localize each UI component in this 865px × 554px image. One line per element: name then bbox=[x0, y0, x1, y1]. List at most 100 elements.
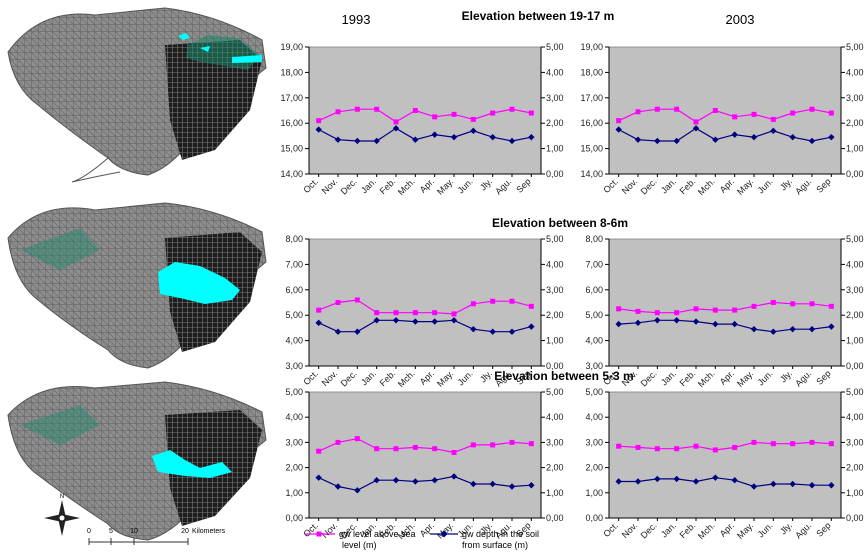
depth-point bbox=[470, 127, 477, 135]
y-tick-label-right: 3,00 bbox=[846, 285, 864, 295]
depth-point bbox=[470, 480, 477, 488]
x-tick-label: Feb. bbox=[678, 368, 698, 388]
depth-point bbox=[528, 133, 535, 141]
x-tick-label: Feb. bbox=[378, 368, 398, 388]
level-point bbox=[335, 439, 341, 445]
level-point bbox=[809, 106, 815, 112]
x-tick-label: Apr. bbox=[418, 176, 436, 194]
level-point bbox=[616, 118, 622, 124]
y-tick-label-left: 17,00 bbox=[280, 93, 303, 103]
level-point bbox=[451, 311, 457, 317]
depth-point bbox=[828, 482, 835, 489]
y-tick-label-right: 4,00 bbox=[846, 67, 864, 77]
level-point bbox=[316, 307, 322, 313]
x-tick-label: Apr. bbox=[718, 520, 736, 538]
y-tick-label-left: 1,00 bbox=[285, 488, 303, 498]
depth-series-line bbox=[618, 319, 832, 333]
depth-point bbox=[334, 328, 342, 335]
y-tick-label-left: 18,00 bbox=[280, 67, 303, 77]
x-tick-label: Dec. bbox=[339, 176, 359, 196]
depth-series-line bbox=[318, 127, 532, 142]
level-point bbox=[828, 110, 834, 116]
level-point bbox=[790, 441, 796, 447]
depth-point bbox=[334, 136, 342, 143]
x-tick-label: Jan. bbox=[659, 176, 678, 195]
level-point bbox=[412, 444, 418, 450]
level-point bbox=[732, 114, 738, 120]
year-1993-heading: 1993 bbox=[342, 12, 371, 27]
level-point bbox=[432, 446, 438, 452]
level-point bbox=[732, 307, 738, 313]
depth-point bbox=[673, 137, 680, 145]
level-point bbox=[335, 109, 341, 115]
depth-point bbox=[392, 125, 400, 132]
y-tick-label-right: 0,00 bbox=[546, 361, 564, 371]
x-tick-label: Mch. bbox=[396, 176, 417, 197]
level-point bbox=[693, 443, 699, 449]
depth-point bbox=[315, 474, 322, 481]
level-point bbox=[528, 441, 534, 447]
chart-panel-5: 0,00 1,00 2,00 3,00 4,00 5,00 0,00 1,00 2,00 3,00… bbox=[285, 387, 563, 541]
depth-point bbox=[528, 323, 535, 330]
y-tick-label-left: 3,00 bbox=[585, 437, 603, 447]
y-tick-label-left: 4,00 bbox=[285, 412, 303, 422]
x-tick-label: Feb. bbox=[678, 176, 698, 196]
depth-point bbox=[634, 478, 642, 485]
y-tick-label-right: 5,00 bbox=[546, 42, 564, 52]
level-point bbox=[509, 298, 515, 304]
level-point bbox=[412, 108, 418, 113]
level-point bbox=[635, 308, 641, 314]
depth-point bbox=[431, 318, 438, 325]
level-point bbox=[490, 298, 496, 304]
y-tick-label-left: 7,00 bbox=[285, 259, 303, 269]
x-tick-label: Oct. bbox=[301, 176, 320, 195]
depth-point bbox=[808, 325, 816, 333]
depth-point bbox=[615, 126, 622, 133]
legend: gw level above sea level (m) gw depth in… bbox=[305, 529, 539, 550]
depth-point bbox=[489, 133, 496, 141]
y-tick-label-right: 2,00 bbox=[546, 118, 564, 128]
y-tick-label-left: 3,00 bbox=[285, 437, 303, 447]
x-tick-label: Oct. bbox=[601, 176, 620, 195]
level-point bbox=[354, 106, 360, 112]
x-tick-label: Oct. bbox=[601, 520, 620, 539]
x-tick-label: Nov. bbox=[320, 176, 340, 196]
x-tick-label: Sep bbox=[814, 520, 832, 538]
north-arrow-icon: N bbox=[44, 494, 80, 536]
x-tick-label: Jly. bbox=[778, 176, 794, 192]
depth-point bbox=[692, 125, 700, 132]
y-tick-label-right: 5,00 bbox=[546, 234, 564, 244]
x-tick-label: Jun. bbox=[456, 368, 475, 387]
y-tick-label-left: 16,00 bbox=[280, 118, 303, 128]
y-tick-label-left: 17,00 bbox=[580, 93, 603, 103]
depth-point bbox=[450, 133, 458, 141]
y-tick-label-right: 4,00 bbox=[546, 412, 564, 422]
depth-point bbox=[354, 137, 361, 145]
level-point bbox=[616, 443, 622, 449]
level-point bbox=[393, 446, 399, 452]
y-tick-label-right: 4,00 bbox=[846, 412, 864, 422]
y-tick-label-left: 3,00 bbox=[585, 361, 603, 371]
x-tick-label: Agu. bbox=[493, 176, 513, 196]
level-point bbox=[654, 106, 660, 112]
depth-point bbox=[712, 136, 719, 143]
y-tick-label-right: 4,00 bbox=[546, 259, 564, 269]
legend-level-marker bbox=[316, 531, 322, 537]
y-tick-label-left: 5,00 bbox=[585, 387, 603, 397]
depth-point bbox=[334, 483, 342, 490]
y-tick-label-right: 1,00 bbox=[546, 144, 564, 154]
level-point bbox=[674, 446, 680, 452]
legend-level-label-1: gw level above sea bbox=[339, 529, 416, 539]
x-tick-label: Agu. bbox=[793, 520, 813, 540]
level-point bbox=[374, 446, 380, 452]
level-point bbox=[393, 310, 399, 316]
level-point bbox=[790, 301, 796, 307]
map-19-17 bbox=[7, 7, 267, 183]
depth-series-line bbox=[318, 475, 532, 491]
x-tick-label: Oct. bbox=[301, 368, 320, 387]
depth-point bbox=[508, 328, 516, 335]
x-tick-label: Jly. bbox=[478, 176, 494, 192]
scale-tick-20: 20 bbox=[181, 528, 189, 535]
depth-point bbox=[828, 133, 835, 141]
x-tick-label: Agu. bbox=[793, 176, 813, 196]
